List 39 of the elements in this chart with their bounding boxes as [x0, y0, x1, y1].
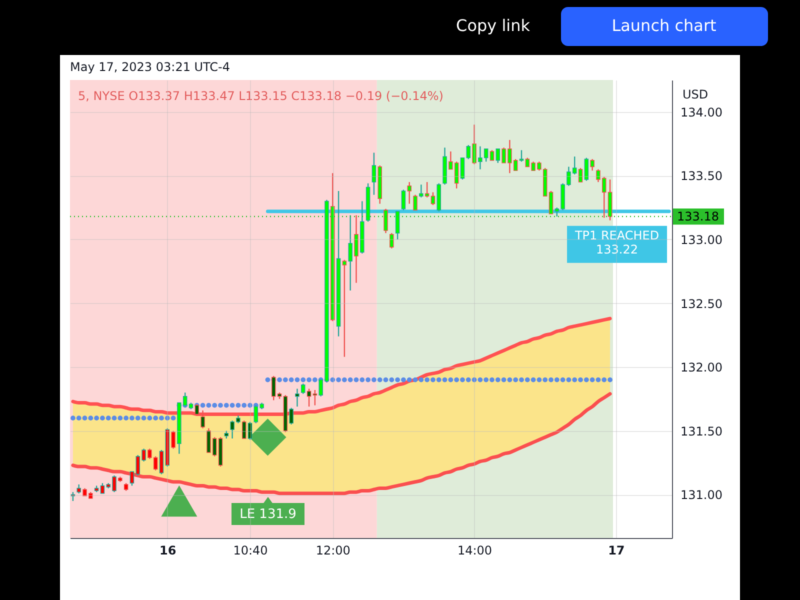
- y-tick-label: 134.00: [680, 105, 722, 120]
- y-tick-label: 133.00: [680, 232, 722, 247]
- x-tick-label: 17: [608, 544, 625, 558]
- candlestick: [578, 167, 583, 183]
- y-tick-label: 131.50: [680, 424, 722, 438]
- line-series: [71, 316, 612, 416]
- y-axis-title: USD: [682, 88, 708, 102]
- y-tick-label: 131.00: [680, 488, 722, 502]
- candlestick: [200, 410, 205, 429]
- annotation: LE 131.9: [240, 507, 296, 522]
- candlestick: [384, 208, 388, 234]
- candlestick: [430, 192, 436, 206]
- candlestick: [301, 383, 306, 394]
- candlestick: [295, 388, 300, 408]
- candlestick: [312, 389, 318, 406]
- x-tick-label: 10:40: [233, 544, 268, 558]
- y-tick-label: 133.50: [680, 169, 722, 184]
- text: Copy link: [456, 16, 531, 35]
- candlestick: [390, 232, 394, 249]
- text: Launch chart: [612, 16, 716, 35]
- ref-line-label: 133.18: [677, 210, 719, 224]
- candlestick: [395, 210, 400, 240]
- line-series: [71, 392, 612, 496]
- x-tick-label: 14:00: [457, 544, 492, 558]
- annotation: TP1 REACHED 133.22: [574, 228, 660, 256]
- candlestick: [460, 157, 465, 180]
- candlestick: [490, 150, 494, 161]
- y-tick-label: 132.50: [680, 296, 722, 311]
- x-tick-label: 16: [160, 544, 176, 558]
- chart-title: May 17, 2023 03:21 UTC-4: [70, 60, 230, 74]
- candlestick: [159, 449, 164, 475]
- text: 5, NYSE O133.37 H133.47 L133.15 C133.18 −0.19 (−0.14%): [78, 89, 444, 103]
- candlestick: [130, 471, 134, 486]
- candlestick: [548, 190, 554, 215]
- y-tick-label: 132.00: [680, 360, 722, 375]
- candlestick: [248, 421, 252, 440]
- x-tick-label: 12:00: [316, 544, 350, 558]
- candlestick: [306, 388, 312, 408]
- candlestick: [519, 150, 524, 162]
